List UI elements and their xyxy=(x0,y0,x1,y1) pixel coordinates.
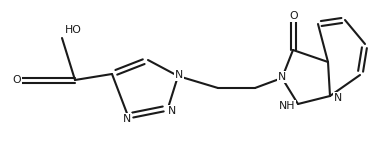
Text: O: O xyxy=(12,75,21,85)
Text: O: O xyxy=(290,11,298,21)
Text: N: N xyxy=(278,72,286,82)
Text: NH: NH xyxy=(279,101,295,111)
Text: HO: HO xyxy=(65,25,82,35)
Text: N: N xyxy=(123,114,131,124)
Text: N: N xyxy=(334,93,342,103)
Text: N: N xyxy=(168,106,176,116)
Text: N: N xyxy=(175,70,183,80)
